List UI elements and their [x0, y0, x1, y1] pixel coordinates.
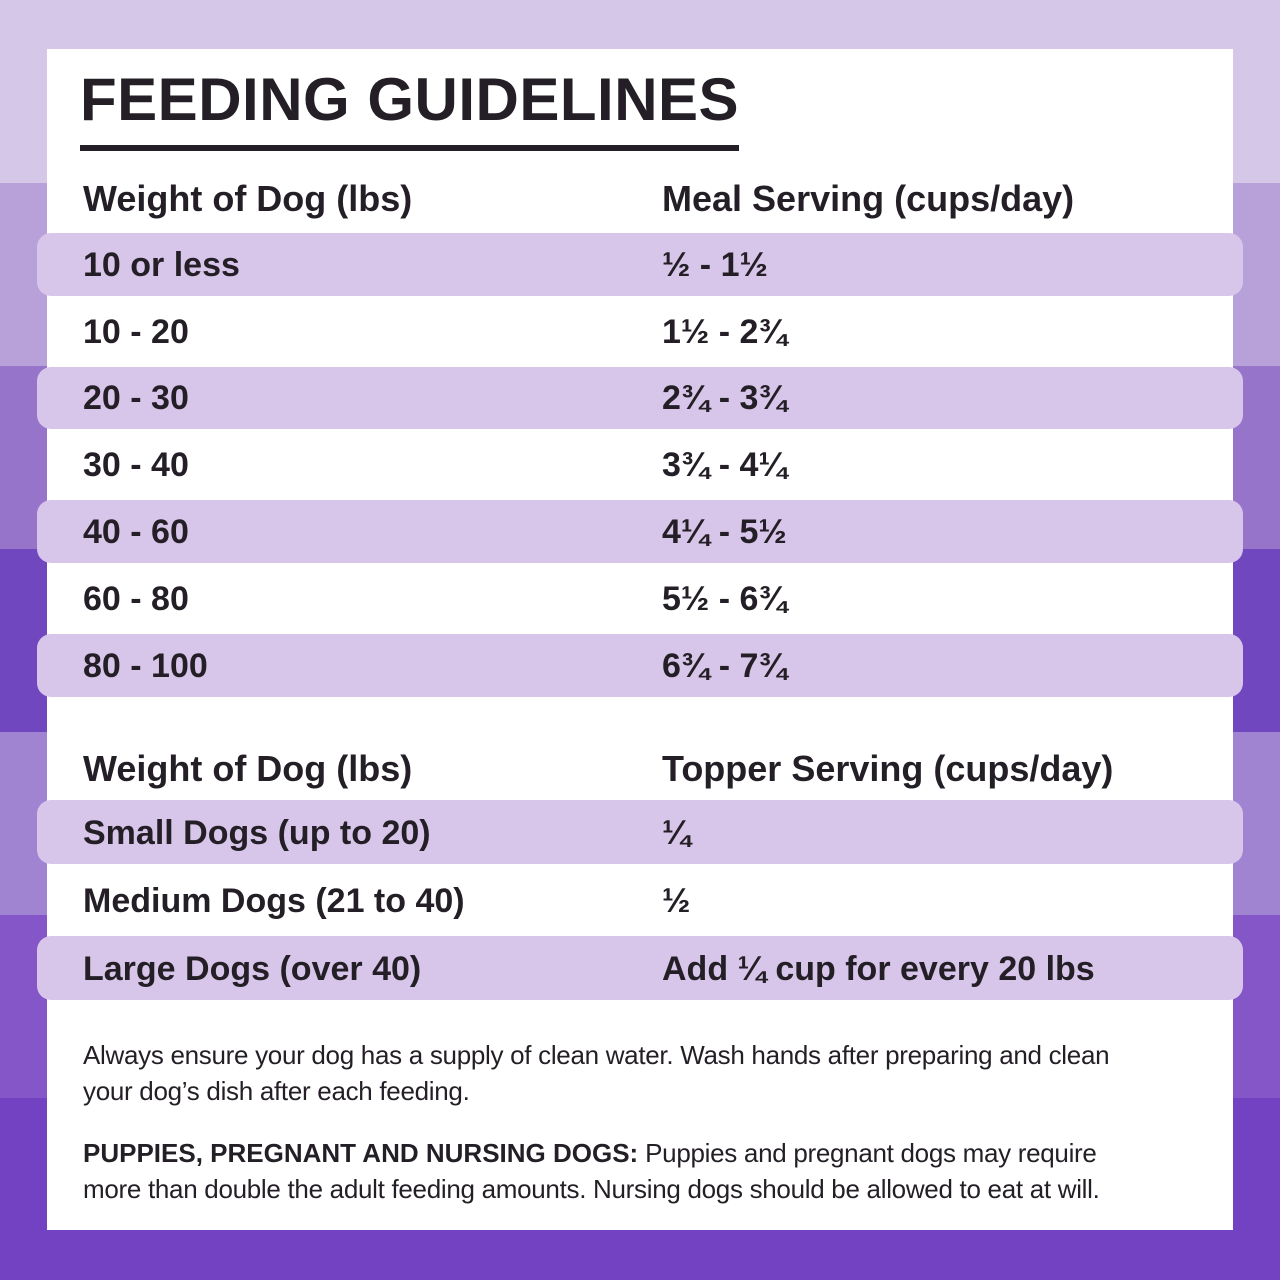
weight-cell: Large Dogs (over 40) — [83, 949, 422, 988]
topper-serving-column-header: Topper Serving (cups/day) — [662, 748, 1114, 789]
weight-cell: 10 - 20 — [83, 312, 189, 351]
serving-cell: 2¾ - 3¾ — [662, 379, 787, 418]
note-line: Always ensure your dog has a supply of c… — [83, 1040, 1110, 1070]
puppies-note: PUPPIES, PREGNANT AND NURSING DOGS: Pupp… — [83, 1135, 1203, 1207]
water-note: Always ensure your dog has a supply of c… — [83, 1037, 1203, 1109]
weight-cell: 60 - 80 — [83, 579, 189, 618]
weight-cell: 10 or less — [83, 245, 240, 284]
note-line: PUPPIES, PREGNANT AND NURSING DOGS: Pupp… — [83, 1135, 1203, 1171]
serving-cell: ¼ — [662, 813, 691, 852]
meal-table-header: Weight of Dog (lbs) Meal Serving (cups/d… — [47, 177, 1233, 221]
serving-cell: 3¾ - 4¼ — [662, 446, 787, 485]
weight-cell: 20 - 30 — [83, 379, 189, 418]
serving-cell: 4¼ - 5½ — [662, 513, 787, 552]
topper-weight-column-header: Weight of Dog (lbs) — [83, 748, 413, 789]
weight-cell: 40 - 60 — [83, 513, 189, 552]
serving-cell: 6¾ - 7¾ — [662, 646, 787, 685]
weight-cell: 30 - 40 — [83, 446, 189, 485]
serving-cell: ½ — [662, 881, 691, 920]
table-row: 10 or less ½ - 1½ — [37, 232, 1243, 299]
weight-cell: Medium Dogs (21 to 40) — [83, 881, 465, 920]
topper-table-rows: Small Dogs (up to 20) ¼ Medium Dogs (21 … — [37, 799, 1243, 1003]
puppies-note-rest: Puppies and pregnant dogs may require — [638, 1138, 1097, 1168]
table-row: 30 - 40 3¾ - 4¼ — [47, 432, 1233, 499]
meal-weight-column-header: Weight of Dog (lbs) — [83, 178, 413, 219]
meal-table-rows: 10 or less ½ - 1½ 10 - 20 1½ - 2¾ 20 - 3… — [37, 232, 1243, 700]
serving-cell: 5½ - 6¾ — [662, 579, 787, 618]
weight-cell: 80 - 100 — [83, 646, 208, 685]
weight-cell: Small Dogs (up to 20) — [83, 813, 431, 852]
table-row: Large Dogs (over 40) Add ¼ cup for every… — [37, 935, 1243, 1003]
note-line: more than double the adult feeding amoun… — [83, 1174, 1100, 1204]
table-row: 10 - 20 1½ - 2¾ — [47, 299, 1233, 366]
table-row: Medium Dogs (21 to 40) ½ — [47, 867, 1233, 935]
puppies-note-label: PUPPIES, PREGNANT AND NURSING DOGS: — [83, 1138, 639, 1168]
serving-cell: ½ - 1½ — [662, 245, 768, 284]
page-title: FEEDING GUIDELINES — [80, 70, 740, 151]
table-row: 60 - 80 5½ - 6¾ — [47, 566, 1233, 633]
serving-cell: 1½ - 2¾ — [662, 312, 787, 351]
feeding-guidelines-card: FEEDING GUIDELINES Weight of Dog (lbs) M… — [37, 49, 1243, 1230]
table-row: 80 - 100 6¾ - 7¾ — [37, 633, 1243, 700]
note-line: your dog’s dish after each feeding. — [83, 1076, 470, 1106]
meal-serving-column-header: Meal Serving (cups/day) — [662, 178, 1075, 219]
table-row: 20 - 30 2¾ - 3¾ — [37, 366, 1243, 433]
serving-cell: Add ¼ cup for every 20 lbs — [662, 949, 1095, 988]
table-row: 40 - 60 4¼ - 5½ — [37, 499, 1243, 566]
table-row: Small Dogs (up to 20) ¼ — [37, 799, 1243, 867]
topper-table-header: Weight of Dog (lbs) Topper Serving (cups… — [47, 747, 1233, 791]
